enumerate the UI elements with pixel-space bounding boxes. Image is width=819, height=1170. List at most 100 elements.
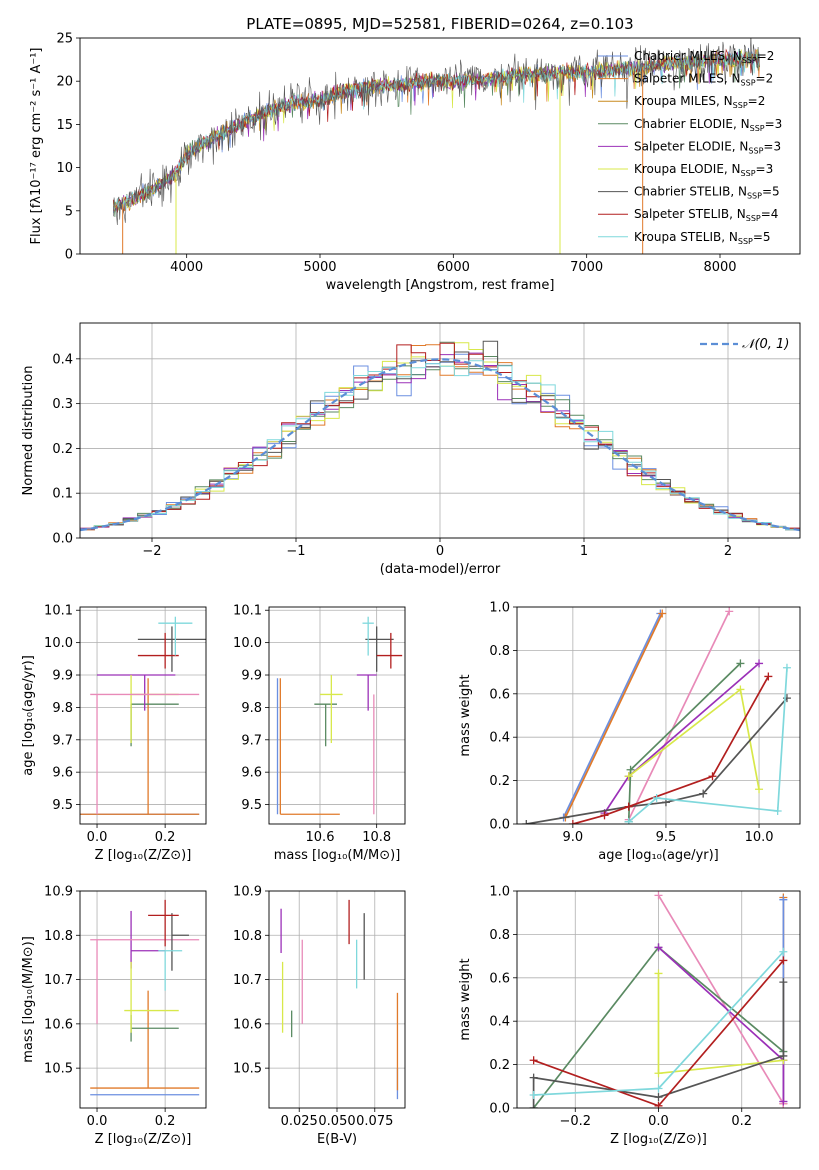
x-tick-label: 5000 — [303, 260, 336, 275]
spectrum-line — [113, 38, 760, 226]
weight-marker — [654, 1069, 663, 1078]
y-axis-label: age [log₁₀(age/yr)] — [21, 655, 36, 776]
figure-title: PLATE=0895, MJD=52581, FIBERID=0264, z=0… — [246, 15, 633, 33]
y-tick-label: 0.4 — [489, 1015, 510, 1030]
y-tick-label: 9.5 — [241, 798, 262, 813]
weight-marker — [654, 943, 663, 952]
weight-marker — [529, 1073, 538, 1082]
y-tick-label: 10.9 — [233, 885, 262, 900]
y-tick-label: 10.1 — [44, 604, 73, 619]
y-tick-label: 10.9 — [44, 885, 73, 900]
weight-marker — [600, 811, 609, 820]
weight-line — [628, 667, 788, 823]
y-tick-label: 10.6 — [44, 1017, 73, 1032]
x-tick-label: 0.0 — [87, 1114, 108, 1129]
panel-age_vs_Z: 0.0 0.2 9.5 9.6 9.7 9.8 9.9 10.0 10.1 Z [log₁₀(Z/… — [21, 604, 207, 863]
weight-marker — [654, 1084, 663, 1093]
plot-area — [112, 38, 761, 254]
y-axis-label: mass weight — [458, 958, 473, 1040]
weight-marker — [652, 793, 661, 802]
weight-marker — [764, 672, 773, 681]
x-tick-label: 9.0 — [563, 830, 584, 845]
panel-mass_vs_ebv: 0.025 0.050 0.075 10.5 10.6 10.7 10.8 10.9 E(B-V… — [233, 885, 406, 1147]
y-tick-label: 0.0 — [52, 532, 73, 547]
legend-label: Salpeter MILES, NSSP=2 — [634, 72, 773, 88]
panel-weight_vs_Z: −0.2 0.0 0.2 0.0 0.2 0.4 0.6 0.8 1.0 Z [log₁₀(Z/Z… — [458, 885, 801, 1147]
y-tick-label: 0.3 — [52, 397, 73, 412]
y-axis-label: Normed distribution — [21, 366, 36, 496]
y-tick-label: 15 — [56, 118, 73, 133]
y-tick-label: 1.0 — [489, 885, 510, 900]
weight-marker — [725, 607, 734, 616]
weight-line — [627, 610, 730, 821]
histogram-series — [80, 342, 800, 531]
y-tick-label: 10.0 — [44, 636, 73, 651]
x-tick-label: 6000 — [437, 260, 470, 275]
weight-line — [562, 613, 662, 818]
axes-frame — [79, 890, 207, 1109]
weight-line — [564, 613, 663, 818]
x-tick-label: 10.8 — [362, 830, 391, 845]
weight-marker — [782, 663, 791, 672]
weight-marker — [699, 789, 708, 798]
weight-marker — [755, 659, 764, 668]
y-tick-label: 10.8 — [233, 929, 262, 944]
y-tick-label: 0.0 — [489, 818, 510, 833]
y-tick-label: 0.2 — [489, 1058, 510, 1073]
x-tick-label: 0.0 — [648, 1114, 669, 1129]
weight-marker — [708, 772, 717, 781]
y-tick-label: 0.8 — [489, 928, 510, 943]
y-tick-label: 10.6 — [233, 1017, 262, 1032]
axes-frame — [79, 37, 801, 255]
y-tick-label: 10.5 — [44, 1062, 73, 1077]
x-tick-label: 1 — [580, 544, 588, 559]
x-tick-label: 0.075 — [356, 1114, 393, 1129]
x-axis-label: mass [log₁₀(M/M⊙)] — [274, 848, 401, 863]
histogram-series — [80, 360, 800, 531]
legend-label: Salpeter ELODIE, NSSP=3 — [634, 139, 781, 155]
y-tick-label: 9.6 — [52, 766, 73, 781]
legend-label: Chabrier STELIB, NSSP=5 — [634, 185, 780, 201]
axes-frame — [79, 322, 801, 539]
weight-marker — [658, 609, 667, 618]
weight-marker — [654, 969, 663, 978]
panel-age_vs_mass: 10.6 10.8 9.5 9.6 9.7 9.8 9.9 10.0 10.1 mass [log… — [233, 604, 406, 863]
y-tick-label: 9.8 — [241, 701, 262, 716]
x-tick-label: −1 — [286, 544, 305, 559]
weight-marker — [755, 785, 764, 794]
y-tick-label: 10.1 — [233, 604, 262, 619]
panel-mass_vs_Z: 0.0 0.2 10.5 10.6 10.7 10.8 10.9 Z [log₁₀(Z/Z⊙)… — [21, 885, 207, 1147]
y-tick-label: 1.0 — [489, 601, 510, 616]
y-tick-label: 0.4 — [489, 731, 510, 746]
x-axis-label: age [log₁₀(age/yr)] — [598, 848, 719, 863]
panel-spectrum: 4000 5000 6000 7000 8000 0 5 10 15 20 25 wavelength… — [29, 32, 801, 293]
y-tick-label: 5 — [65, 204, 73, 219]
weight-marker — [773, 806, 782, 815]
legend-label: Kroupa MILES, NSSP=2 — [634, 94, 765, 110]
weight-marker — [779, 978, 788, 987]
panel-residuals: −2 −1 0 1 2 0.0 0.1 0.2 0.3 0.4 (data-model)/error… — [21, 322, 801, 577]
weight-marker — [736, 685, 745, 694]
x-tick-label: 0.2 — [155, 1114, 176, 1129]
axes-frame — [516, 606, 801, 825]
y-axis-label: mass [log₁₀(M/M⊙)] — [21, 936, 36, 1063]
y-tick-label: 25 — [56, 32, 73, 47]
y-tick-label: 0.2 — [52, 442, 73, 457]
weight-marker — [779, 1097, 788, 1106]
y-tick-label: 10 — [56, 161, 73, 176]
x-tick-label: 8000 — [703, 260, 736, 275]
axes-frame — [516, 890, 801, 1109]
axes-frame — [79, 606, 207, 825]
y-tick-label: 10.5 — [233, 1062, 262, 1077]
x-tick-label: 0 — [436, 544, 444, 559]
y-tick-label: 0.8 — [489, 644, 510, 659]
x-axis-label: wavelength [Angstrom, rest frame] — [326, 278, 555, 293]
weight-marker — [736, 659, 745, 668]
legend-label: Salpeter STELIB, NSSP=4 — [634, 207, 778, 223]
weight-marker — [624, 817, 633, 824]
y-tick-label: 0.2 — [489, 774, 510, 789]
x-tick-label: −0.2 — [559, 1114, 591, 1129]
y-tick-label: 10.7 — [44, 973, 73, 988]
x-tick-label: 0.025 — [281, 1114, 318, 1129]
